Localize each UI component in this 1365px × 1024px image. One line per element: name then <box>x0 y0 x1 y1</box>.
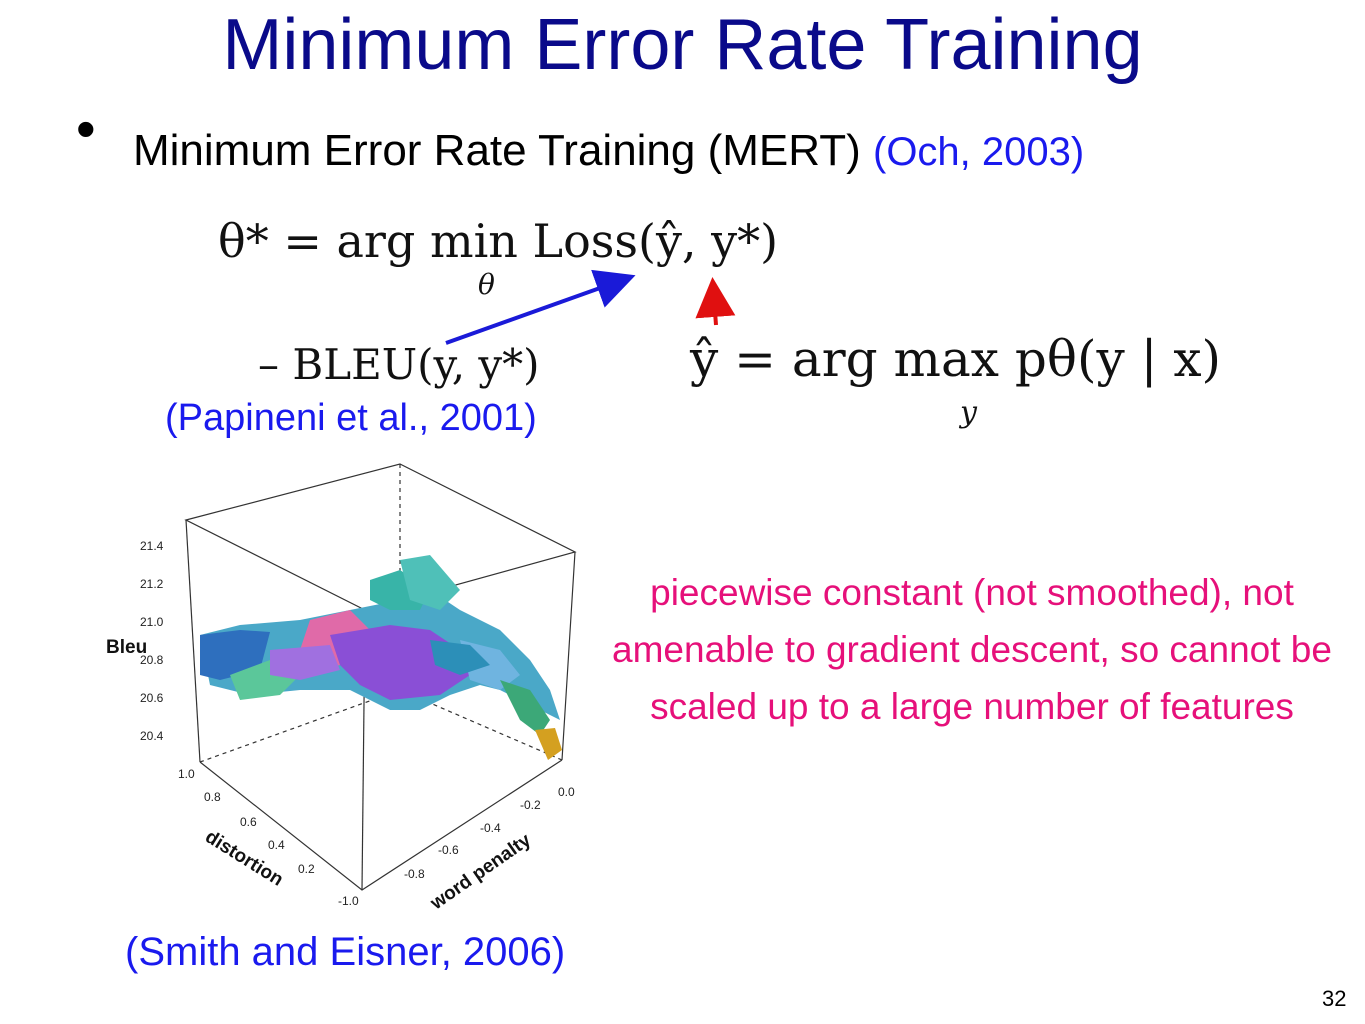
smith-eisner-citation: (Smith and Eisner, 2006) <box>125 930 566 974</box>
papineni-citation: (Papineni et al., 2001) <box>165 397 537 439</box>
z-tick: 20.4 <box>140 729 164 743</box>
page-number: 32 <box>1322 986 1347 1011</box>
bleu-surface-plot: 21.4 21.2 21.0 20.8 20.6 20.4 Bleu 1.0 0… <box>106 463 577 915</box>
decision-subscript: y <box>960 395 977 430</box>
x-tick: 0.6 <box>240 815 257 829</box>
objective-subscript: θ <box>478 268 495 301</box>
x-tick: 0.4 <box>268 838 285 852</box>
x-tick: 1.0 <box>178 767 195 781</box>
x-axis-ticks: 1.0 0.8 0.6 0.4 0.2 <box>178 767 315 876</box>
z-tick: 21.2 <box>140 577 164 591</box>
x-axis-label: distortion <box>201 826 286 890</box>
annotation-text: piecewise constant (not smoothed), not a… <box>612 572 1332 727</box>
bullet-item: Minimum Error Rate Training (MERT) (Och,… <box>133 126 1084 176</box>
z-tick: 20.8 <box>140 653 164 667</box>
slide-title: Minimum Error Rate Training <box>222 5 1143 85</box>
z-tick: 21.4 <box>140 539 164 553</box>
y-tick: -0.4 <box>480 821 501 835</box>
x-tick: 0.8 <box>204 790 221 804</box>
z-tick: 21.0 <box>140 615 164 629</box>
y-tick: -0.2 <box>520 798 541 812</box>
objective-equation: θ* = arg min Loss(ŷ, y*) <box>218 214 779 268</box>
y-tick: -0.8 <box>404 867 425 881</box>
yhat-link-arrow <box>695 277 736 326</box>
x-tick: 0.2 <box>298 862 315 876</box>
bullet-icon: • <box>76 97 96 160</box>
y-tick: -0.6 <box>438 843 459 857</box>
z-axis-label: Bleu <box>106 637 147 658</box>
y-axis-ticks: -1.0 -0.8 -0.6 -0.4 -0.2 0.0 <box>338 785 575 908</box>
decision-rule-equation: ŷ = arg max pθ(y | x) <box>690 330 1222 388</box>
y-tick: -1.0 <box>338 894 359 908</box>
z-axis-ticks: 21.4 21.2 21.0 20.8 20.6 20.4 <box>140 539 164 743</box>
y-tick: 0.0 <box>558 785 575 799</box>
z-tick: 20.6 <box>140 691 164 705</box>
loss-to-bleu-arrow <box>445 269 636 345</box>
och-citation: (Och, 2003) <box>873 130 1085 174</box>
bleu-surface <box>200 555 562 760</box>
bullet-text: Minimum Error Rate Training (MERT) <box>133 126 861 175</box>
bleu-loss-equation: – BLEU(y, y*) <box>258 340 540 389</box>
